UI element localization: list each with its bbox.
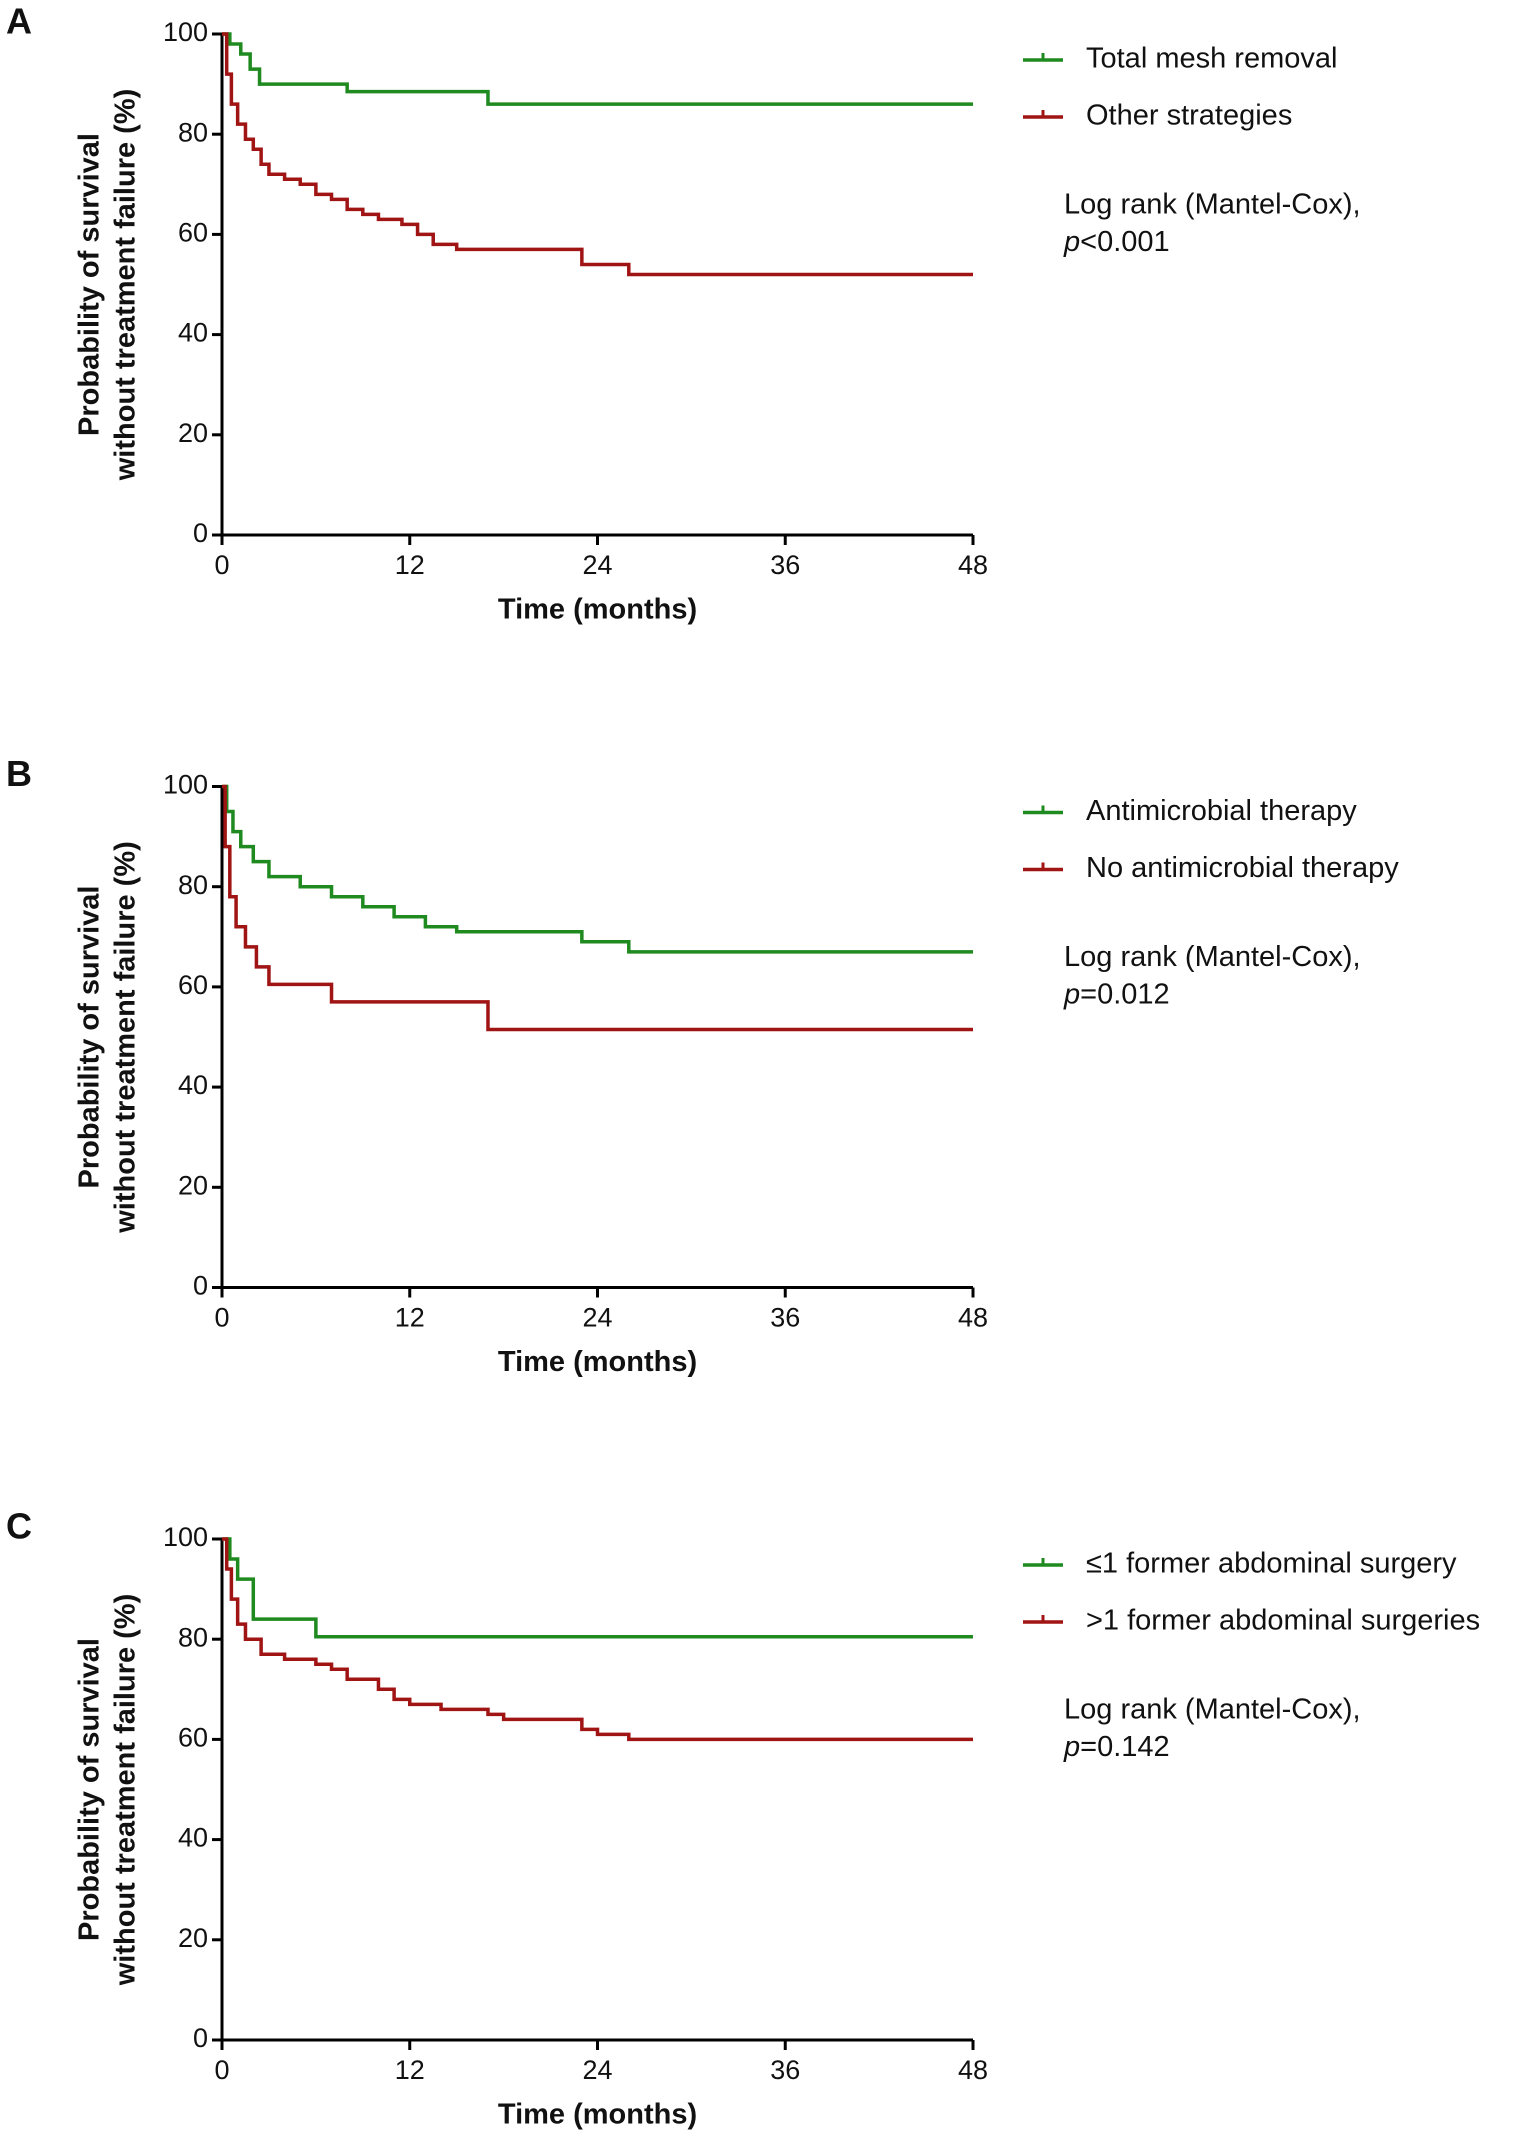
survival-curve: [222, 784, 973, 1032]
survival-curve: [222, 1537, 973, 1639]
y-tick-label: 40: [178, 318, 208, 348]
y-tick-label: 60: [178, 1723, 208, 1753]
x-tick-label: 48: [958, 550, 988, 580]
x-tick-label: 12: [395, 550, 425, 580]
x-tick-label: 24: [582, 1303, 612, 1333]
legend-label: Other strategies: [1086, 100, 1292, 132]
panel-label: B: [6, 753, 32, 794]
x-tick-label: 36: [770, 550, 800, 580]
annotation: Log rank (Mantel-Cox),: [1064, 941, 1361, 973]
x-tick-label: 48: [958, 1303, 988, 1333]
annotation: Log rank (Mantel-Cox),: [1064, 189, 1361, 221]
survival-curve: [222, 784, 973, 954]
y-tick-label: 20: [178, 418, 208, 448]
y-tick-label: 0: [193, 1271, 208, 1301]
x-tick-label: 0: [214, 2055, 229, 2085]
legend-label: >1 former abdominal surgeries: [1086, 1605, 1480, 1637]
y-tick-label: 20: [178, 1923, 208, 1953]
y-tick-label: 80: [178, 117, 208, 147]
legend-label: ≤1 former abdominal surgery: [1086, 1548, 1457, 1580]
y-tick-label: 80: [178, 1622, 208, 1652]
x-tick-label: 36: [770, 2055, 800, 2085]
panel-label: A: [6, 1, 32, 42]
p-value: <0.001: [1080, 226, 1170, 258]
x-tick-label: 12: [395, 1303, 425, 1333]
p-symbol: p: [1063, 978, 1080, 1010]
y-axis-title: without treatment failure (%): [110, 89, 142, 482]
survival-curve: [222, 32, 973, 277]
y-tick-label: 60: [178, 218, 208, 248]
p-value-annotation: p=0.012: [1063, 978, 1170, 1010]
y-axis-title: Probability of survival: [74, 886, 106, 1189]
y-tick-label: 20: [178, 1170, 208, 1200]
x-tick-label: 48: [958, 2055, 988, 2085]
y-tick-label: 80: [178, 870, 208, 900]
x-tick-label: 12: [395, 2055, 425, 2085]
y-axis-title: without treatment failure (%): [110, 841, 142, 1234]
p-value: =0.012: [1080, 978, 1170, 1010]
y-tick-label: 40: [178, 1823, 208, 1853]
annotation: Log rank (Mantel-Cox),: [1064, 1694, 1361, 1726]
x-tick-label: 36: [770, 1303, 800, 1333]
p-value-annotation: p<0.001: [1063, 226, 1170, 258]
legend-label: No antimicrobial therapy: [1086, 852, 1399, 884]
y-tick-label: 40: [178, 1070, 208, 1100]
survival-curve: [222, 1537, 973, 1742]
legend-label: Antimicrobial therapy: [1086, 795, 1357, 827]
y-tick-label: 100: [163, 770, 208, 800]
survival-curve: [222, 32, 973, 106]
x-axis-title: Time (months): [498, 594, 697, 626]
y-axis-title: Probability of survival: [74, 133, 106, 436]
x-axis-title: Time (months): [498, 1346, 697, 1378]
p-symbol: p: [1063, 226, 1080, 258]
y-tick-label: 100: [163, 1522, 208, 1552]
y-tick-label: 60: [178, 970, 208, 1000]
y-axis-title: Probability of survival: [74, 1638, 106, 1941]
x-tick-label: 24: [582, 550, 612, 580]
p-value-annotation: p=0.142: [1063, 1731, 1170, 1763]
x-axis-title: Time (months): [498, 2099, 697, 2131]
p-symbol: p: [1063, 1731, 1080, 1763]
x-tick-label: 24: [582, 2055, 612, 2085]
legend-label: Total mesh removal: [1086, 43, 1337, 75]
x-tick-label: 0: [214, 1303, 229, 1333]
y-tick-label: 0: [193, 518, 208, 548]
p-value: =0.142: [1080, 1731, 1170, 1763]
y-tick-label: 100: [163, 17, 208, 47]
y-tick-label: 0: [193, 2023, 208, 2053]
panel-label: C: [6, 1506, 32, 1547]
y-axis-title: without treatment failure (%): [110, 1594, 142, 1987]
x-tick-label: 0: [214, 550, 229, 580]
